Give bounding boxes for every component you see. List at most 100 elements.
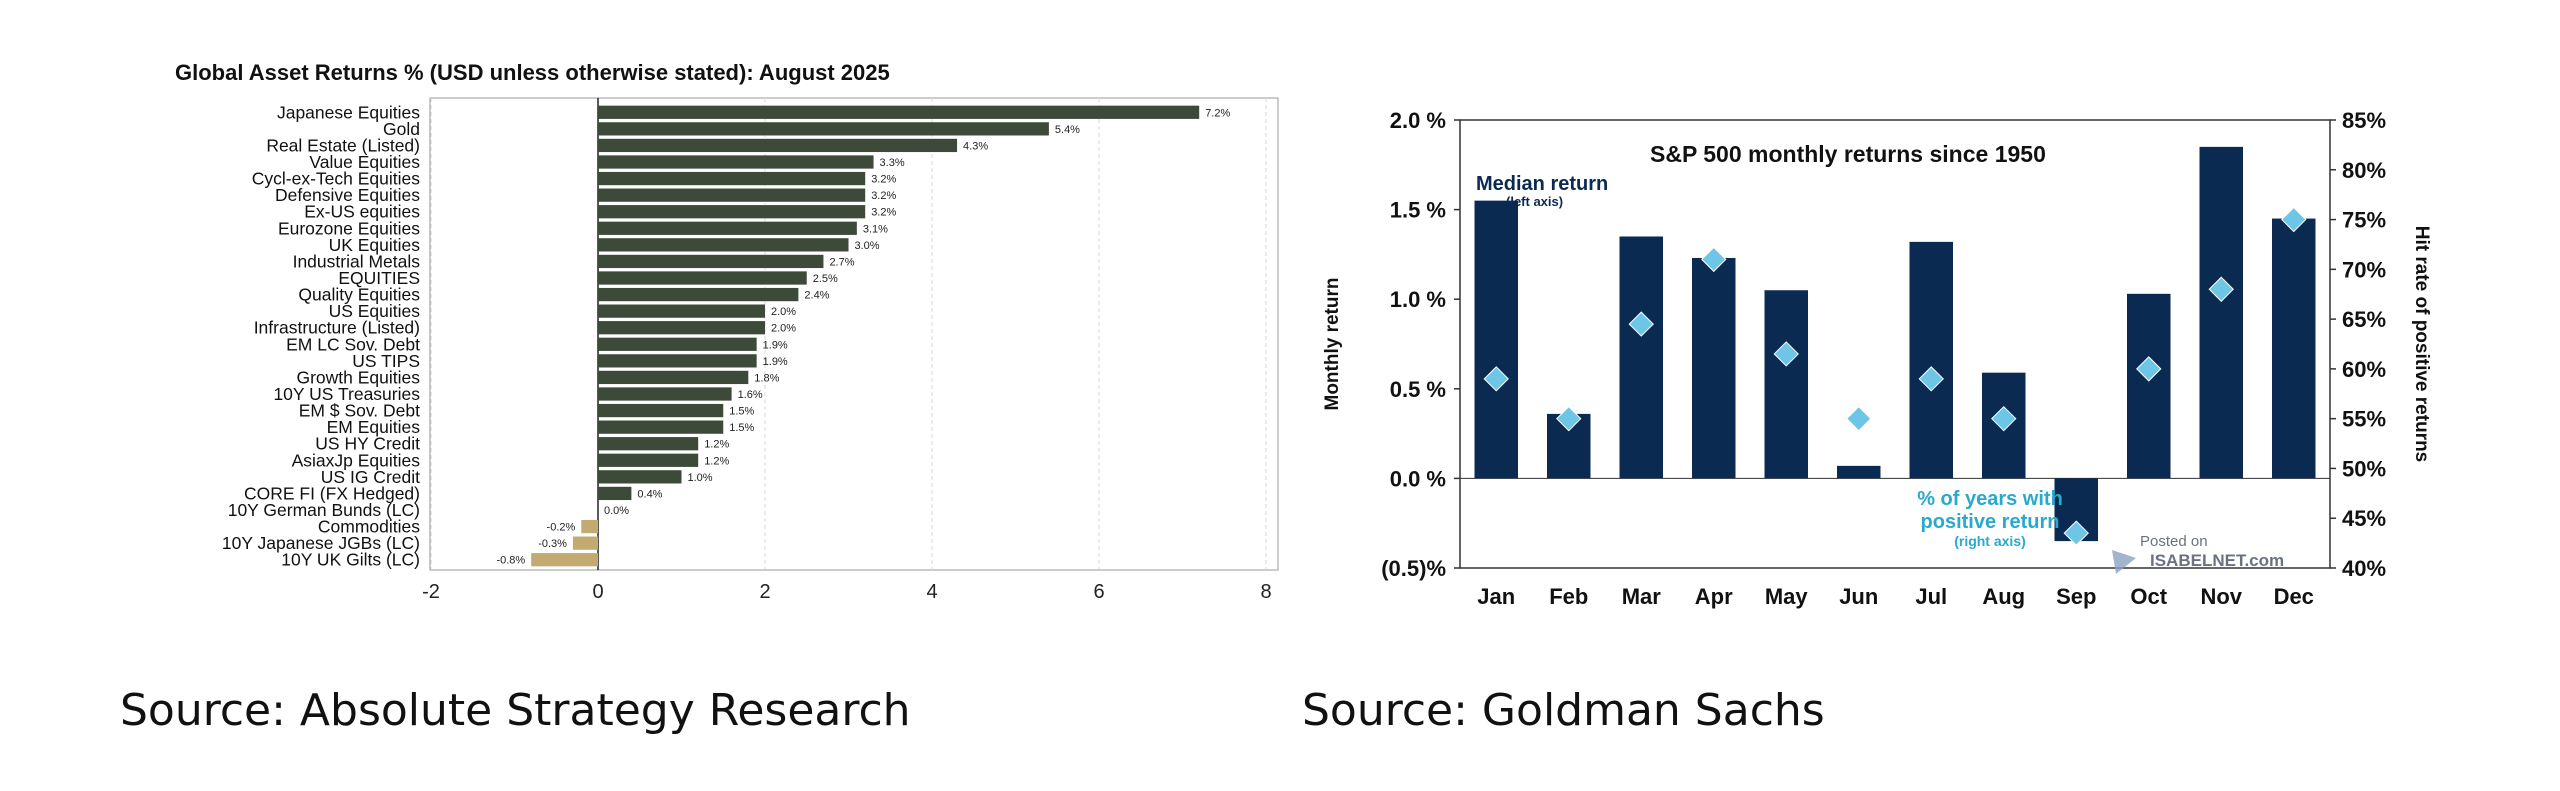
y-tick-label: 1.5 % xyxy=(1390,198,1446,223)
data-label: 3.2% xyxy=(871,207,896,219)
category-label: 10Y US Treasuries xyxy=(273,384,420,404)
y-tick-label: 0.0 % xyxy=(1390,466,1446,491)
data-label: 1.9% xyxy=(763,356,788,368)
hit-rate-marker xyxy=(2281,206,2307,233)
category-label: UK Equities xyxy=(329,235,421,255)
bar xyxy=(2127,293,2171,479)
data-label: -0.3% xyxy=(538,538,567,550)
bar xyxy=(598,354,757,368)
category-label: Quality Equities xyxy=(298,285,420,305)
source-left: Source: Absolute Strategy Research xyxy=(120,685,911,736)
data-label: 1.5% xyxy=(729,406,754,418)
category-label: US IG Credit xyxy=(321,467,420,487)
category-label: Cycl-ex-Tech Equities xyxy=(252,169,420,189)
category-label: Defensive Equities xyxy=(275,185,420,205)
y2-tick-label: 70% xyxy=(2342,257,2386,282)
category-label: EM Equities xyxy=(327,417,421,437)
bar xyxy=(1837,465,1881,479)
data-label: 0.4% xyxy=(637,488,662,500)
bar xyxy=(598,122,1049,136)
data-label: 2.4% xyxy=(804,290,829,302)
category-label: US TIPS xyxy=(352,351,420,371)
y-tick-label: 2.0 % xyxy=(1390,108,1446,133)
y2-tick-label: 85% xyxy=(2342,108,2386,133)
bar xyxy=(581,519,598,534)
x-tick-label: Mar xyxy=(1622,584,1662,609)
data-label: 1.2% xyxy=(704,439,729,451)
data-label: 1.2% xyxy=(704,455,729,467)
data-label: 3.1% xyxy=(863,223,888,235)
data-label: 2.7% xyxy=(829,256,854,268)
data-label: 2.0% xyxy=(771,323,796,335)
chart-title: S&P 500 monthly returns since 1950 xyxy=(1650,141,2046,167)
plot-frame xyxy=(1459,119,2331,569)
hit-rate-annotation-2: positive return xyxy=(1921,511,2060,533)
hit-rate-annotation-1: % of years with xyxy=(1917,488,2063,510)
watermark-isabelnet: ISABELNET.com xyxy=(2150,551,2284,570)
source-right: Source: Goldman Sachs xyxy=(1302,685,1825,736)
bar xyxy=(572,536,598,550)
y2-tick-label: 65% xyxy=(2342,307,2386,332)
category-label: EM LC Sov. Debt xyxy=(286,334,420,354)
median-annotation: Median return xyxy=(1476,173,1608,195)
hit-rate-marker xyxy=(1483,366,1509,392)
hit-rate-marker xyxy=(2208,276,2234,302)
bar xyxy=(598,205,866,219)
bar xyxy=(1474,200,1518,479)
data-label: 3.3% xyxy=(880,157,905,169)
bar xyxy=(598,337,757,351)
bar xyxy=(598,287,799,302)
y-tick-label: 1.0 % xyxy=(1390,287,1446,312)
data-label: 1.9% xyxy=(763,339,788,351)
category-label: AsiaxJp Equities xyxy=(292,450,421,470)
x-tick-label: 0 xyxy=(592,581,603,603)
bar xyxy=(598,420,724,434)
data-label: 3.2% xyxy=(871,190,896,202)
bar xyxy=(1909,241,1953,479)
data-label: 3.2% xyxy=(871,174,896,186)
x-tick-label: Jun xyxy=(1839,584,1878,609)
category-label: EM $ Sov. Debt xyxy=(299,401,420,421)
bar xyxy=(598,254,824,269)
bar xyxy=(1619,236,1663,479)
x-tick-label: Aug xyxy=(1982,584,2025,609)
bar xyxy=(598,138,958,153)
bar xyxy=(1692,257,1736,479)
hit-rate-annotation-sub: (right axis) xyxy=(1954,533,2026,549)
bar xyxy=(598,470,682,484)
data-label: -0.8% xyxy=(496,555,525,567)
x-tick-label: 2 xyxy=(759,581,770,603)
hit-rate-marker xyxy=(1991,405,2017,432)
data-label: 1.6% xyxy=(738,389,763,401)
hit-rate-marker xyxy=(1556,405,1582,432)
x-tick-label: 6 xyxy=(1093,581,1104,603)
category-label: Value Equities xyxy=(309,152,420,172)
x-tick-label: Oct xyxy=(2130,584,2167,609)
y-axis-title: Monthly return xyxy=(1322,278,1343,411)
data-label: 1.8% xyxy=(754,372,779,384)
bar xyxy=(598,105,1200,119)
bar xyxy=(598,453,699,467)
category-label: Eurozone Equities xyxy=(278,218,420,238)
y2-tick-label: 80% xyxy=(2342,158,2386,183)
data-label: 0.0% xyxy=(604,505,629,517)
hit-rate-marker xyxy=(2063,520,2089,546)
category-label: Industrial Metals xyxy=(293,251,421,271)
y2-tick-label: 40% xyxy=(2342,556,2386,581)
median-annotation-sub: (left axis) xyxy=(1506,194,1563,209)
bar xyxy=(598,370,749,385)
category-label: US Equities xyxy=(329,301,421,321)
data-label: 3.0% xyxy=(855,240,880,252)
bar xyxy=(531,553,598,567)
y2-axis-title: Hit rate of positive returns xyxy=(2411,226,2432,463)
bar xyxy=(2272,218,2316,479)
data-label: 2.5% xyxy=(813,273,838,285)
hit-rate-marker xyxy=(1773,341,1799,367)
bar xyxy=(598,437,699,451)
x-tick-label: -2 xyxy=(422,581,440,603)
category-label: Real Estate (Listed) xyxy=(266,135,420,155)
data-label: -0.2% xyxy=(547,522,576,534)
hit-rate-marker xyxy=(1701,246,1727,273)
chart-title: Global Asset Returns % (USD unless other… xyxy=(175,60,890,85)
x-tick-label: May xyxy=(1765,584,1809,609)
